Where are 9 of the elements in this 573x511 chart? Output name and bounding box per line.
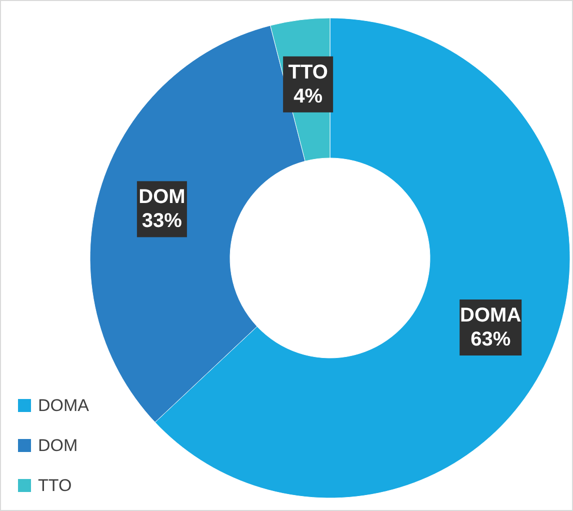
legend-label: DOMA [38,396,90,415]
slice-label: DOMA [460,304,522,326]
data-label: 63% [470,328,511,350]
slice-label: TTO [288,61,328,84]
data-label: 33% [142,210,182,232]
legend-label: DOM [38,436,78,455]
data-label: 4% [294,85,323,108]
legend-label: TTO [38,476,72,495]
slice-label: DOM [138,186,186,208]
